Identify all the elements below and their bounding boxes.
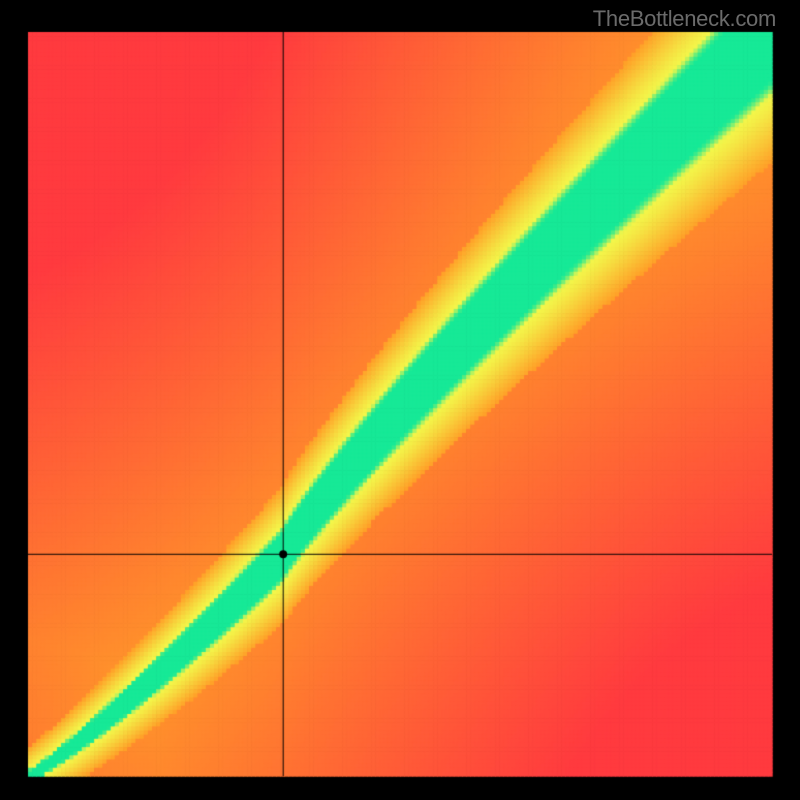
watermark-text: TheBottleneck.com [593, 6, 776, 32]
bottleneck-heatmap [0, 0, 800, 800]
